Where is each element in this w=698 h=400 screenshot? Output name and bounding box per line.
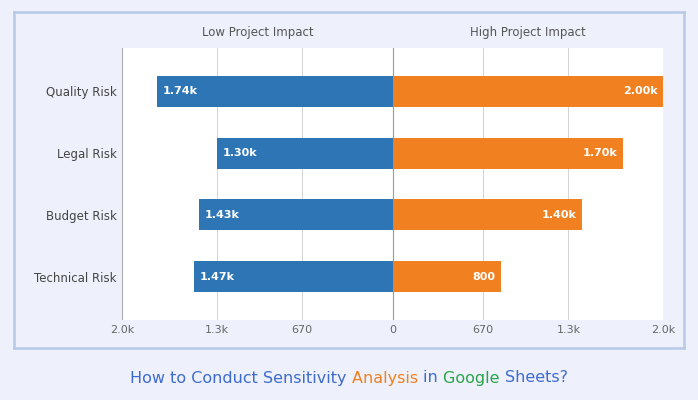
Text: 1.74k: 1.74k bbox=[163, 86, 198, 96]
Text: How to Conduct Sensitivity: How to Conduct Sensitivity bbox=[131, 370, 352, 386]
Bar bbox=[392, 261, 501, 292]
Text: 800: 800 bbox=[473, 272, 496, 282]
Text: 1.47k: 1.47k bbox=[199, 272, 235, 282]
Bar bbox=[199, 200, 392, 230]
Bar bbox=[217, 138, 392, 168]
Text: Low Project Impact: Low Project Impact bbox=[202, 26, 313, 39]
Text: 2.00k: 2.00k bbox=[623, 86, 658, 96]
Text: Google: Google bbox=[443, 370, 505, 386]
Text: 1.43k: 1.43k bbox=[205, 210, 239, 220]
Text: 1.30k: 1.30k bbox=[222, 148, 257, 158]
Bar bbox=[194, 261, 392, 292]
Bar bbox=[392, 76, 663, 107]
Text: Sheets?: Sheets? bbox=[505, 370, 567, 386]
Text: 1.40k: 1.40k bbox=[542, 210, 577, 220]
Text: in: in bbox=[423, 370, 443, 386]
Text: Analysis: Analysis bbox=[352, 370, 423, 386]
Bar bbox=[392, 138, 623, 168]
Text: 1.70k: 1.70k bbox=[582, 148, 617, 158]
Bar bbox=[392, 200, 582, 230]
Bar bbox=[157, 76, 392, 107]
Text: High Project Impact: High Project Impact bbox=[470, 26, 586, 39]
